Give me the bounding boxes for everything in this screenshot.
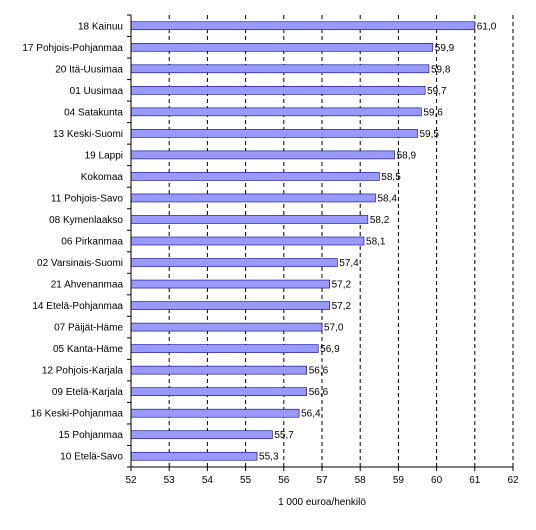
bar bbox=[130, 193, 376, 203]
data-label: 58,5 bbox=[381, 172, 401, 183]
bar bbox=[130, 150, 395, 160]
data-label: 59,9 bbox=[435, 43, 455, 54]
category-label: 05 Kanta-Häme bbox=[53, 344, 123, 355]
x-tick-label: 57 bbox=[316, 475, 328, 486]
category-label: 16 Keski-Pohjanmaa bbox=[31, 409, 124, 420]
category-label: 14 Etelä-Pohjanmaa bbox=[32, 301, 123, 312]
data-label: 61,0 bbox=[477, 21, 497, 32]
data-label: 57,4 bbox=[339, 258, 359, 269]
bar bbox=[130, 107, 422, 117]
x-tick-label: 55 bbox=[240, 475, 252, 486]
bars bbox=[130, 21, 476, 461]
bar bbox=[130, 408, 300, 418]
bar bbox=[130, 344, 319, 353]
data-label: 55,7 bbox=[274, 430, 294, 441]
data-label: 56,4 bbox=[301, 409, 321, 420]
x-tick-label: 53 bbox=[164, 475, 176, 486]
data-label: 59,7 bbox=[427, 86, 447, 97]
data-label: 56,6 bbox=[309, 366, 329, 377]
category-label: 11 Pohjois-Savo bbox=[51, 193, 124, 204]
x-tick-label: 60 bbox=[431, 475, 443, 486]
data-label: 59,5 bbox=[420, 129, 440, 140]
x-tick-label: 59 bbox=[393, 475, 405, 486]
data-label: 57,2 bbox=[332, 301, 352, 312]
bar bbox=[130, 365, 308, 375]
bar bbox=[130, 86, 426, 95]
x-tick-label: 62 bbox=[507, 475, 519, 486]
bar bbox=[130, 258, 338, 267]
category-label: 09 Etelä-Karjala bbox=[52, 387, 124, 398]
data-label: 58,9 bbox=[397, 150, 417, 161]
category-label: 08 Kymenlaakso bbox=[49, 215, 123, 226]
bar bbox=[130, 172, 380, 181]
category-label: 02 Varsinais-Suomi bbox=[37, 258, 123, 269]
bar bbox=[130, 451, 258, 461]
data-label: 58,4 bbox=[377, 193, 397, 204]
bar bbox=[130, 215, 369, 224]
category-label: 20 Itä-Uusimaa bbox=[55, 64, 123, 75]
category-label: 21 Ahvenanmaa bbox=[51, 280, 124, 291]
bar bbox=[130, 21, 476, 31]
category-label: Kokomaa bbox=[81, 172, 124, 183]
bar bbox=[130, 42, 434, 52]
category-label: 15 Pohjanmaa bbox=[59, 430, 124, 441]
bar bbox=[130, 279, 330, 289]
bar bbox=[130, 322, 323, 332]
x-tick-label: 56 bbox=[278, 475, 290, 486]
axes bbox=[127, 14, 514, 471]
bar bbox=[130, 129, 418, 138]
category-label: 07 Päijät-Häme bbox=[54, 323, 123, 334]
category-label: 04 Satakunta bbox=[64, 107, 123, 118]
x-tick-label: 61 bbox=[469, 475, 481, 486]
x-tick-label: 54 bbox=[202, 475, 214, 486]
data-label: 58,2 bbox=[370, 215, 390, 226]
x-tick-label: 58 bbox=[355, 475, 367, 486]
data-label: 57,2 bbox=[332, 280, 352, 291]
data-label: 57,0 bbox=[324, 323, 344, 334]
data-label: 56,9 bbox=[320, 344, 340, 355]
category-label: 10 Etelä-Savo bbox=[60, 452, 123, 463]
category-label: 12 Pohjois-Karjala bbox=[42, 366, 124, 377]
labels: 18 Kainuu 61,0 17 Pohjois-Pohjanmaa 59,9 20 … bbox=[22, 21, 519, 486]
category-label: 17 Pohjois-Pohjanmaa bbox=[22, 43, 123, 54]
data-label: 58,1 bbox=[366, 237, 386, 248]
bar bbox=[130, 387, 308, 396]
bar bbox=[130, 430, 273, 440]
bar bbox=[130, 301, 330, 310]
data-label: 56,6 bbox=[309, 387, 329, 398]
data-label: 55,3 bbox=[259, 452, 279, 463]
data-label: 59,6 bbox=[423, 107, 443, 118]
bar bbox=[130, 64, 430, 74]
category-label: 13 Keski-Suomi bbox=[53, 129, 123, 140]
category-label: 01 Uusimaa bbox=[70, 86, 124, 97]
bar bbox=[130, 236, 365, 246]
x-tick-label: 52 bbox=[125, 475, 137, 486]
category-label: 06 Pirkanmaa bbox=[61, 237, 123, 248]
x-axis-title: 1 000 euroa/henkilö bbox=[278, 497, 366, 508]
category-label: 19 Lappi bbox=[85, 150, 123, 161]
data-label: 59,8 bbox=[431, 64, 451, 75]
category-label: 18 Kainuu bbox=[78, 21, 123, 32]
